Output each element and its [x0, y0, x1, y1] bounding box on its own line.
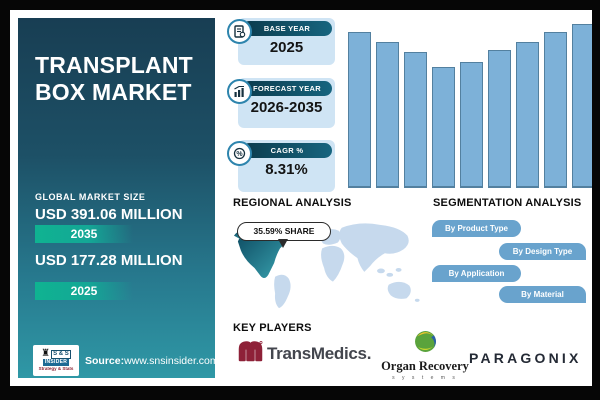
segment-by-application[interactable]: By Application [432, 265, 521, 282]
year-badge-2025: 2025 [35, 282, 133, 300]
chess-piece-icon: ♜ [41, 348, 51, 359]
regional-share-badge: 35.59% SHARE [237, 222, 331, 248]
svg-text:%: % [236, 151, 243, 158]
year-badge-2035: 2035 [35, 225, 133, 243]
regional-analysis-title: REGIONAL ANALYSIS [233, 197, 352, 209]
forecast-bar-chart [348, 24, 592, 188]
map-region-asia [339, 223, 409, 272]
title-line-2: BOX MARKET [35, 79, 192, 105]
segment-by-material[interactable]: By Material [499, 286, 586, 303]
market-value-2035: USD 391.06 MILLION [35, 206, 183, 223]
growth-chart-icon [227, 79, 252, 104]
source-label: Source: [85, 354, 125, 367]
map-region-north-america [237, 230, 287, 279]
forecast-bar [488, 50, 511, 188]
forecast-bar [516, 42, 539, 188]
segmentation-analysis-title: SEGMENTATION ANALYSIS [433, 197, 582, 209]
transmedics-logo-icon [236, 339, 263, 368]
base-year-value: 2025 [269, 39, 304, 56]
base-year-label: BASE YEAR [242, 21, 332, 36]
infographic-panel: TRANSPLANT BOX MARKET GLOBAL MARKET SIZE… [10, 10, 592, 386]
organ-recovery-logo-icon [414, 331, 437, 357]
cagr-label: CAGR % [242, 143, 332, 158]
source-row: ♜ S & S INSIDER Strategy & Stats Source:… [33, 345, 219, 376]
forecast-bar [376, 42, 399, 188]
percent-globe-icon: % [227, 141, 252, 166]
source-url-link[interactable]: www.snsinsider.com [124, 354, 219, 367]
market-value-2025: USD 177.28 MILLION [35, 252, 183, 269]
global-market-size-label: GLOBAL MARKET SIZE [35, 192, 146, 202]
calendar-report-icon [227, 19, 252, 44]
stat-card-cagr: % CAGR % 8.31% [227, 140, 335, 192]
stat-card-base-year: BASE YEAR 2025 [227, 18, 335, 65]
stat-card-forecast-year: FORECAST YEAR 2026-2035 [227, 78, 335, 128]
map-region-south-america [274, 274, 291, 309]
title-line-1: TRANSPLANT [35, 52, 193, 78]
logo-mid-text: INSIDER [42, 359, 70, 366]
sns-insider-logo: ♜ S & S INSIDER Strategy & Stats [33, 345, 79, 376]
cagr-value: 8.31% [265, 161, 308, 178]
forecast-bar [544, 32, 567, 188]
segment-by-design-type[interactable]: By Design Type [499, 243, 586, 260]
source-text: Source:www.snsinsider.com [85, 355, 219, 367]
logo-top-text: S & S [51, 349, 71, 359]
sidebar: TRANSPLANT BOX MARKET GLOBAL MARKET SIZE… [18, 18, 219, 378]
forecast-bar [460, 62, 483, 188]
map-region-australia [387, 281, 411, 299]
segment-by-product-type[interactable]: By Product Type [432, 220, 521, 237]
forecast-bar [432, 67, 455, 188]
transmedics-name: TransMedics. [267, 343, 372, 363]
organ-recovery-name: Organ Recovery [381, 359, 469, 373]
world-map [232, 216, 428, 316]
forecast-year-value: 2026-2035 [250, 99, 323, 116]
key-player-transmedics: TransMedics. [236, 339, 371, 368]
key-player-paragonix: PARAGONIX [469, 350, 582, 366]
key-players-title: KEY PLAYERS [233, 322, 312, 334]
forecast-bar [348, 32, 371, 188]
key-player-organ-recovery: Organ Recovery s y s t e m s [380, 330, 470, 381]
page-title: TRANSPLANT BOX MARKET [35, 52, 193, 106]
forecast-year-label: FORECAST YEAR [242, 81, 332, 96]
organ-recovery-subtext: s y s t e m s [392, 375, 458, 381]
forecast-bar [404, 52, 427, 188]
forecast-bar [572, 24, 592, 188]
map-region-africa [321, 245, 345, 282]
logo-tagline: Strategy & Stats [38, 366, 74, 371]
